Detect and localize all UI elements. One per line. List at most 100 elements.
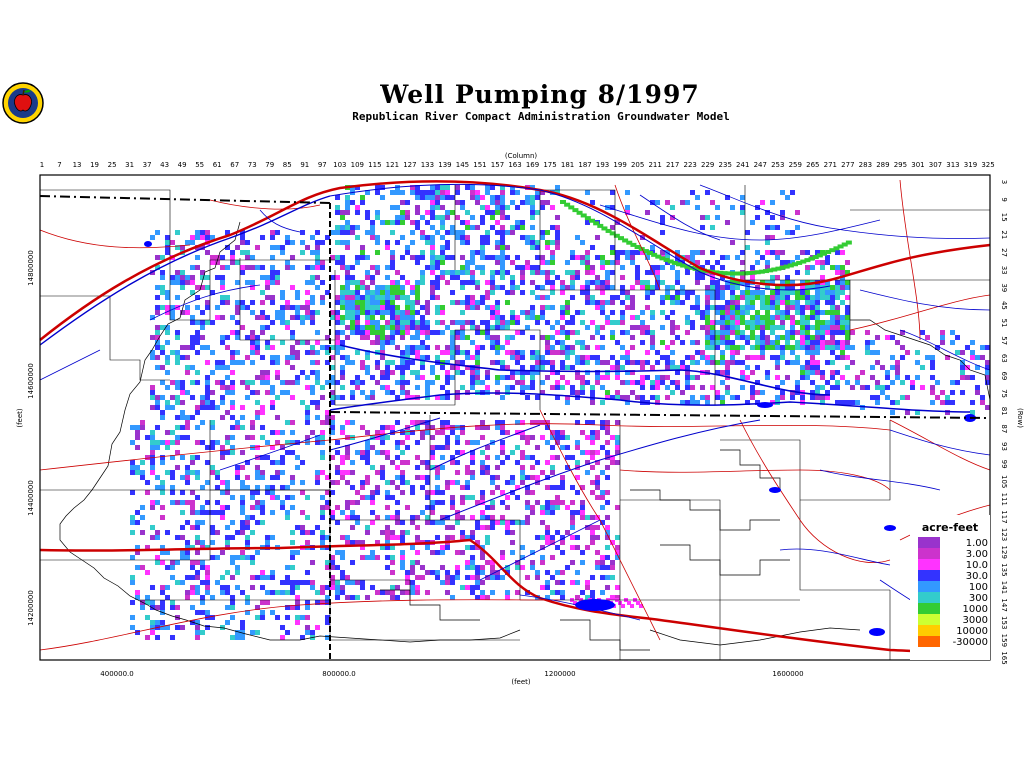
pumping-cell: [505, 595, 510, 600]
pumping-cell: [385, 495, 390, 500]
pumping-cell: [655, 285, 660, 290]
pumping-cell: [410, 310, 415, 315]
pumping-cell: [540, 585, 545, 590]
pumping-cell: [365, 475, 370, 480]
pumping-cell: [580, 560, 585, 565]
pumping-cell: [790, 230, 795, 235]
pumping-cell: [480, 320, 485, 325]
pumping-cell: [175, 435, 180, 440]
pumping-cell: [400, 385, 405, 390]
pumping-cell: [170, 275, 175, 280]
pumping-cell: [415, 210, 420, 215]
pumping-cell: [445, 240, 450, 245]
pumping-cell: [585, 265, 590, 270]
pumping-cell: [600, 445, 605, 450]
pumping-cell: [280, 580, 285, 585]
pumping-cell: [390, 530, 395, 535]
pumping-cell: [601, 226, 608, 231]
pumping-cell: [395, 440, 400, 445]
column-tick-label: 253: [771, 161, 784, 169]
pumping-cell: [470, 300, 475, 305]
pumping-cell: [808, 256, 815, 261]
pumping-cell: [825, 390, 830, 395]
pumping-cell: [335, 520, 340, 525]
pumping-cell: [710, 265, 715, 270]
pumping-cell: [340, 320, 345, 325]
pumping-cell: [285, 260, 290, 265]
pumping-cell: [375, 590, 380, 595]
column-tick-label: 31: [125, 161, 134, 169]
pumping-cell: [290, 315, 295, 320]
pumping-cell: [680, 290, 685, 295]
pumping-cell: [630, 300, 635, 305]
pumping-cell: [275, 360, 280, 365]
pumping-cell: [345, 205, 350, 210]
pumping-cell: [440, 430, 445, 435]
pumping-cell: [430, 205, 435, 210]
pumping-cell: [655, 270, 660, 275]
pumping-cell: [450, 320, 455, 325]
pumping-cell: [355, 380, 360, 385]
row-tick-label: 93: [1000, 442, 1008, 451]
pumping-cell: [475, 585, 480, 590]
pumping-cell: [605, 440, 610, 445]
pumping-cell: [395, 310, 400, 315]
pumping-cell: [240, 525, 245, 530]
pumping-cell: [160, 550, 165, 555]
pumping-cell: [305, 530, 310, 535]
pumping-cell: [655, 375, 660, 380]
pumping-cell: [580, 430, 585, 435]
pumping-cell: [300, 510, 305, 515]
pumping-cell: [705, 310, 710, 315]
pumping-cell: [500, 375, 505, 380]
pumping-cell: [705, 345, 710, 350]
pumping-cell: [390, 280, 395, 285]
pumping-cell: [715, 285, 720, 290]
pumping-cell: [775, 295, 780, 300]
pumping-cell: [215, 530, 220, 535]
pumping-cell: [135, 520, 140, 525]
pumping-cell: [815, 310, 820, 315]
pumping-cell: [210, 390, 215, 395]
pumping-cell: [480, 490, 485, 495]
pumping-cell: [580, 213, 587, 218]
pumping-cell: [270, 475, 275, 480]
pumping-cell: [820, 340, 825, 345]
pumping-cell: [740, 210, 745, 215]
lakes: [144, 241, 976, 636]
row-tick-label: 141: [1000, 581, 1008, 594]
pumping-cell: [400, 380, 405, 385]
pumping-cell: [440, 305, 445, 310]
pumping-cell: [660, 340, 665, 345]
legend-class-label: 3.00: [966, 549, 988, 560]
pumping-cell: [290, 480, 295, 485]
pumping-cell: [190, 320, 195, 325]
pumping-cell: [615, 555, 620, 560]
pumping-cell: [770, 250, 775, 255]
pumping-cell: [605, 430, 610, 435]
pumping-cell: [670, 340, 675, 345]
pumping-cell: [625, 395, 630, 400]
pumping-cell: [565, 330, 570, 335]
pumping-cell: [380, 345, 385, 350]
pumping-cell: [335, 470, 340, 475]
pumping-cell: [790, 325, 795, 330]
pumping-cell: [340, 395, 345, 400]
pumping-cell: [490, 500, 495, 505]
pumping-cell: [560, 550, 565, 555]
pumping-cell: [520, 280, 525, 285]
pumping-cell: [265, 275, 270, 280]
pumping-cell: [200, 270, 205, 275]
pumping-cell: [720, 295, 725, 300]
pumping-cell: [305, 625, 310, 630]
pumping-cell: [265, 295, 270, 300]
pumping-cell: [480, 345, 485, 350]
pumping-cell: [365, 275, 370, 280]
pumping-cell: [330, 420, 335, 425]
pumping-cell: [180, 475, 185, 480]
pumping-cell: [430, 265, 435, 270]
pumping-cell: [380, 470, 385, 475]
pumping-cell: [810, 285, 815, 290]
pumping-cell: [345, 470, 350, 475]
pumping-cell: [717, 270, 724, 275]
